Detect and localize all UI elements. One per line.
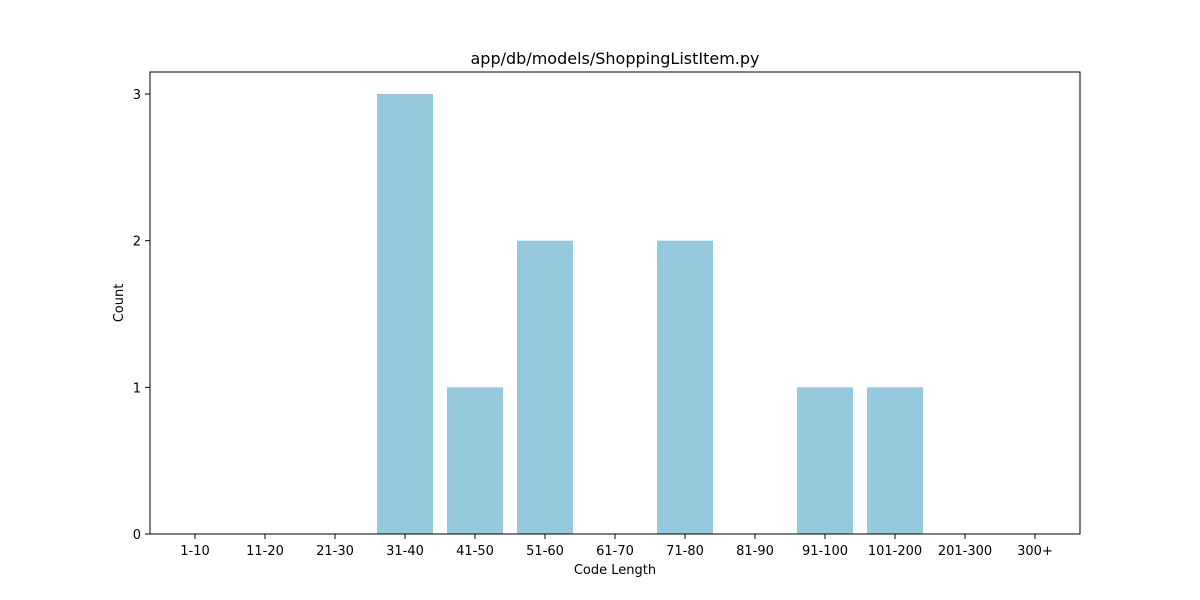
x-axis: 1-10 11-20 21-30 31-40 41-50 51-60 61-70 71-80 8…: [180, 534, 1053, 559]
y-tick-label-1: 1: [133, 381, 141, 396]
x-axis-label: Code Length: [574, 563, 656, 578]
x-tick-label-31-40: 31-40: [386, 544, 424, 559]
x-tick-label-11-20: 11-20: [246, 544, 284, 559]
x-tick-label-201-300: 201-300: [938, 544, 992, 559]
x-tick-label-300+: 300+: [1017, 544, 1053, 559]
x-tick-label-41-50: 41-50: [456, 544, 494, 559]
bar-71-80: [657, 240, 713, 535]
y-axis-label: Count: [112, 284, 127, 323]
x-tick-label-61-70: 61-70: [596, 544, 634, 559]
bars-group: [377, 94, 923, 535]
bar-41-50: [447, 387, 503, 534]
x-tick-label-91-100: 91-100: [802, 544, 848, 559]
plot-frame: [149, 71, 1081, 535]
bar-31-40: [377, 94, 433, 534]
x-tick-label-21-30: 21-30: [316, 544, 354, 559]
x-tick-label-101-200: 101-200: [868, 544, 922, 559]
x-tick-label-1-10: 1-10: [180, 544, 210, 559]
bar-91-100: [797, 387, 853, 534]
y-axis: 0 1 2 3: [133, 88, 150, 543]
bar-51-60: [517, 240, 573, 535]
bar-101-200: [867, 387, 923, 534]
chart-title: app/db/models/ShoppingListItem.py: [471, 49, 760, 68]
y-tick-label-0: 0: [133, 528, 141, 543]
x-tick-label-81-90: 81-90: [736, 544, 774, 559]
x-tick-label-51-60: 51-60: [526, 544, 564, 559]
y-tick-label-3: 3: [133, 88, 141, 103]
x-tick-label-71-80: 71-80: [666, 544, 704, 559]
y-tick-label-2: 2: [133, 235, 141, 250]
